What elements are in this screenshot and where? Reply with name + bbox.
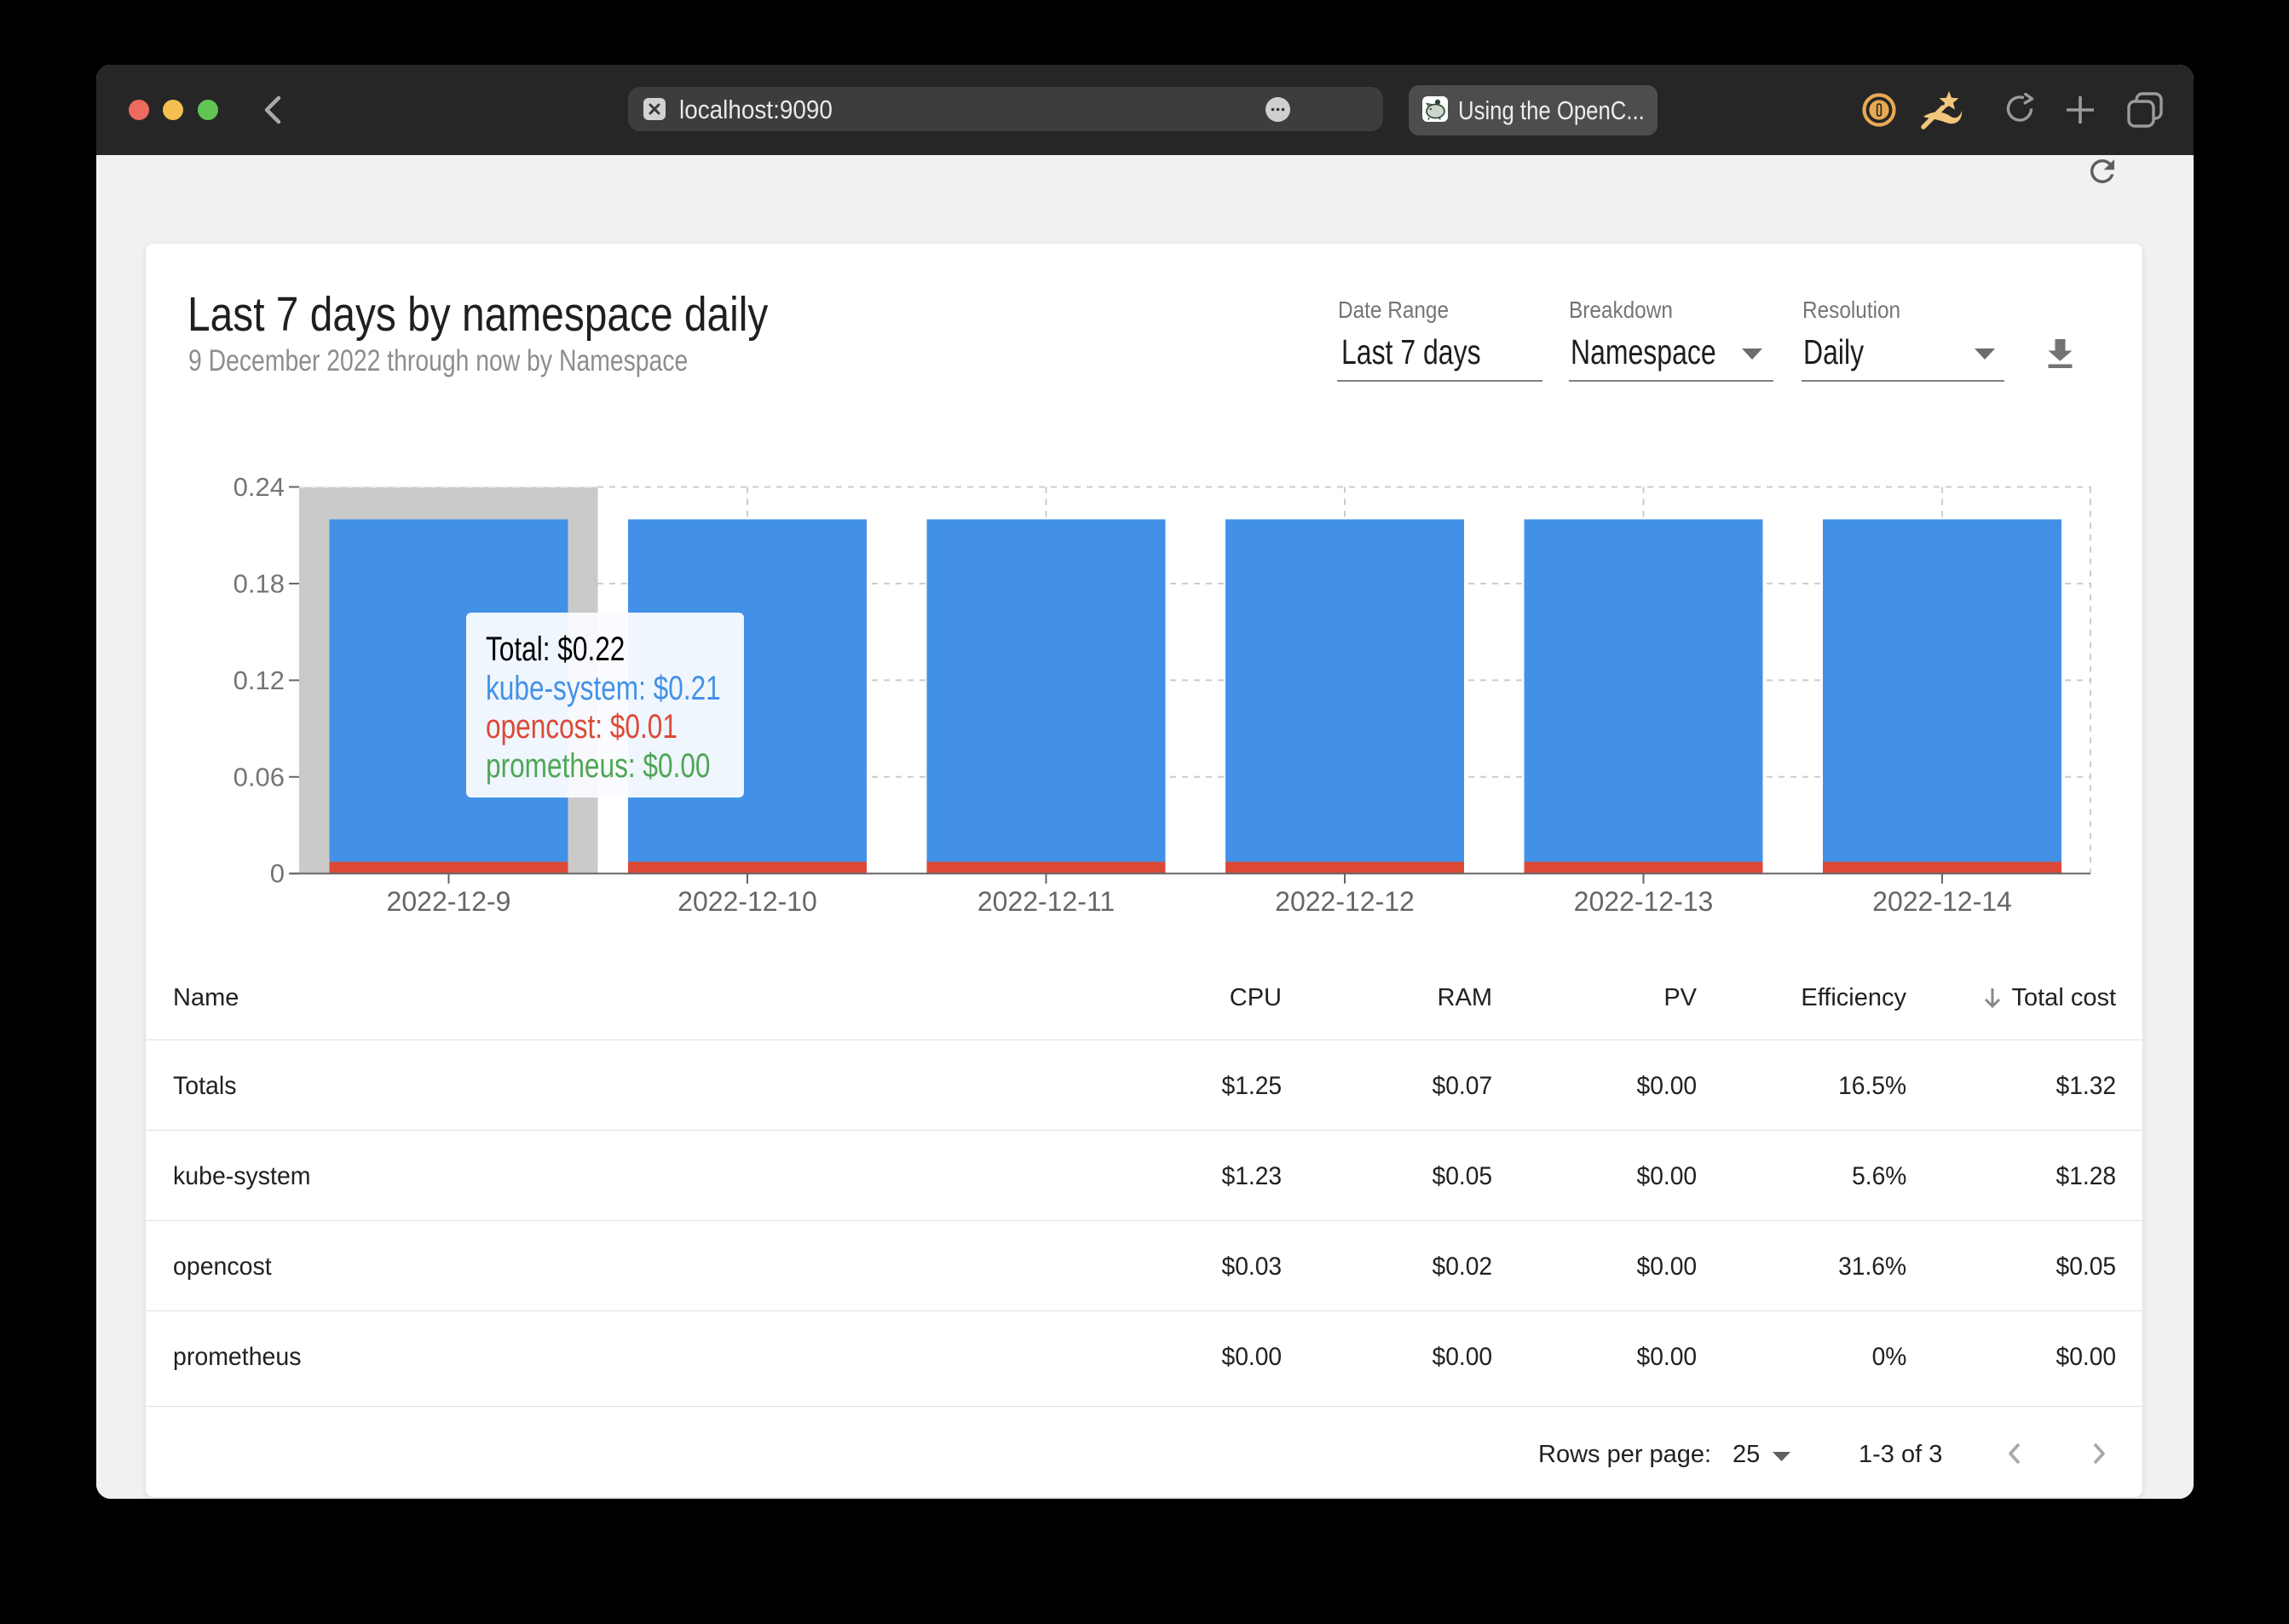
svg-text:2022-12-13: 2022-12-13 <box>1574 886 1714 917</box>
svg-text:0.06: 0.06 <box>234 762 285 792</box>
svg-text:0.18: 0.18 <box>234 568 285 598</box>
svg-text:2022-12-9: 2022-12-9 <box>387 886 511 917</box>
svg-text:2022-12-10: 2022-12-10 <box>677 886 817 917</box>
svg-text:0.12: 0.12 <box>234 665 285 695</box>
svg-text:0.24: 0.24 <box>234 472 285 502</box>
svg-text:0: 0 <box>270 859 285 889</box>
svg-text:2022-12-11: 2022-12-11 <box>977 886 1115 917</box>
svg-text:2022-12-14: 2022-12-14 <box>1872 886 2012 917</box>
svg-text:2022-12-12: 2022-12-12 <box>1275 886 1415 917</box>
